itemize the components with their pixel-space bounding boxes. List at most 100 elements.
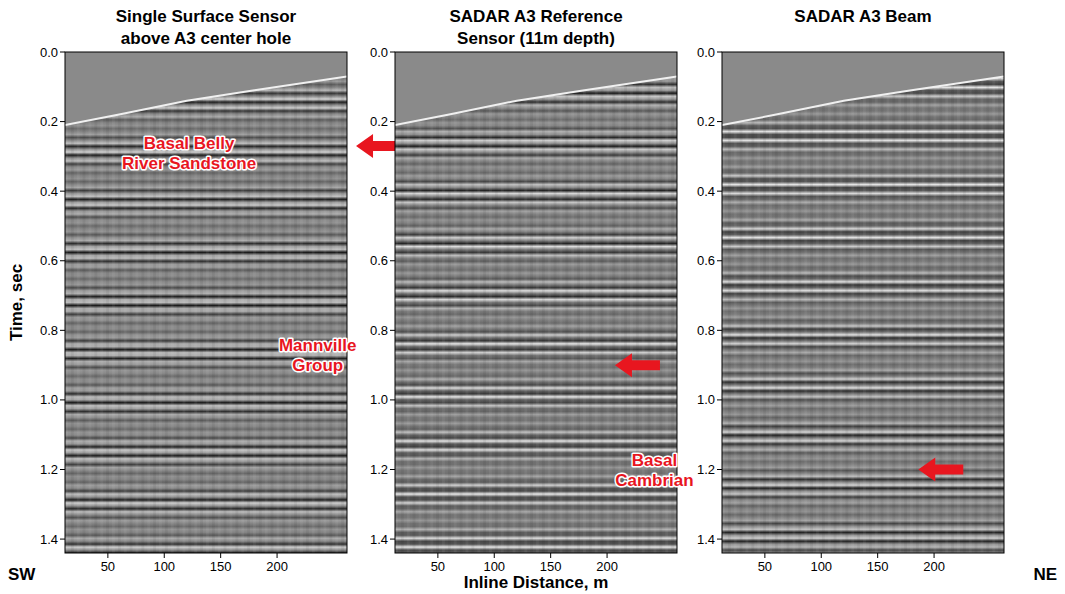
trace-shade	[793, 52, 796, 553]
trace-shade	[887, 52, 890, 553]
y-tick	[60, 469, 65, 470]
x-tick	[164, 553, 165, 558]
y-tick-label: 0.2	[40, 114, 58, 129]
arrow	[615, 353, 660, 377]
annotation-line: Cambrian	[615, 471, 693, 490]
trace-shade	[589, 52, 592, 553]
trace-shade	[94, 52, 97, 553]
trace-shade	[904, 52, 907, 553]
arrow	[918, 458, 963, 482]
annotation-line: Basal	[632, 451, 677, 470]
arrow	[356, 134, 401, 158]
trace-shade	[548, 52, 551, 553]
trace-shade	[483, 52, 486, 553]
trace-shade	[595, 52, 598, 553]
y-tick	[717, 399, 722, 400]
trace-shade	[277, 52, 280, 553]
trace-shade	[235, 52, 238, 553]
x-tick-label: 50	[101, 559, 115, 574]
trace-shade	[124, 52, 127, 553]
y-tick	[60, 191, 65, 192]
trace-shade	[951, 52, 954, 553]
y-tick	[717, 121, 722, 122]
y-tick	[60, 121, 65, 122]
trace-shade	[159, 52, 162, 553]
y-tick	[60, 539, 65, 540]
trace-shade	[875, 52, 878, 553]
y-tick	[60, 330, 65, 331]
trace-shade	[442, 52, 445, 553]
trace-shade	[775, 52, 778, 553]
trace-shade	[495, 52, 498, 553]
frame	[65, 52, 347, 553]
trace-shade	[100, 52, 103, 553]
trace-shade	[969, 52, 972, 553]
trace-shade	[200, 52, 203, 553]
figure: 0.00.20.40.60.81.01.21.450100150200Singl…	[0, 0, 1065, 594]
trace-shade	[271, 52, 274, 553]
x-tick-label: 100	[810, 559, 832, 574]
trace-shade	[259, 52, 262, 553]
panel-title: Single Surface Sensorabove A3 center hol…	[116, 7, 297, 48]
annotation-line: River Sandstone	[122, 154, 256, 173]
trace-shade	[335, 52, 338, 553]
trace-shade	[963, 52, 966, 553]
annotation: Basal BellyRiver Sandstone	[122, 134, 256, 173]
trace-shade	[957, 52, 960, 553]
y-tick-label: 0.0	[697, 45, 715, 60]
trace-shade	[851, 52, 854, 553]
trace-shade	[253, 52, 256, 553]
trace-shade	[112, 52, 115, 553]
x-tick-label: 100	[483, 559, 505, 574]
y-tick-label: 1.0	[697, 392, 715, 407]
trace-shade	[324, 52, 327, 553]
x-tick	[764, 553, 765, 558]
y-tick	[390, 191, 395, 192]
y-tick	[390, 260, 395, 261]
y-tick	[717, 260, 722, 261]
x-axis-title: Inline Distance, m	[464, 573, 609, 592]
trace-shade	[763, 52, 766, 553]
trace-shade	[892, 52, 895, 553]
trace-shade	[787, 52, 790, 553]
trace-shade	[804, 52, 807, 553]
trace-shade	[247, 52, 250, 553]
y-tick-label: 0.6	[697, 253, 715, 268]
y-tick	[60, 399, 65, 400]
trace-shade	[130, 52, 133, 553]
trace-shade	[401, 52, 404, 553]
trace-shade	[194, 52, 197, 553]
trace-shade	[183, 52, 186, 553]
trace-shade	[460, 52, 463, 553]
x-tick-label: 200	[596, 559, 618, 574]
trace-shade	[294, 52, 297, 553]
plot-area	[65, 52, 347, 553]
frame	[722, 52, 1004, 553]
y-tick-label: 0.8	[40, 323, 58, 338]
trace-shade	[413, 52, 416, 553]
direction-label: NE	[1033, 565, 1057, 584]
first-arrival	[65, 76, 347, 125]
trace-shade	[607, 52, 610, 553]
y-axis-title: Time, sec	[7, 264, 26, 341]
trace-shade	[869, 52, 872, 553]
trace-shade	[147, 52, 150, 553]
y-tick-label: 0.8	[697, 323, 715, 338]
y-tick	[717, 539, 722, 540]
annotation: MannvilleGroup	[279, 336, 356, 375]
y-tick	[717, 52, 722, 53]
x-tick	[550, 553, 551, 558]
first-arrival-mute	[65, 52, 347, 125]
y-tick-label: 0.0	[40, 45, 58, 60]
trace-shade	[329, 52, 332, 553]
trace-shade	[769, 52, 772, 553]
trace-shade	[454, 52, 457, 553]
trace-shade	[728, 52, 731, 553]
y-tick	[390, 469, 395, 470]
x-tick	[107, 553, 108, 558]
trace-shade	[448, 52, 451, 553]
x-tick-label: 200	[923, 559, 945, 574]
first-arrival	[395, 76, 677, 125]
trace-shade	[840, 52, 843, 553]
trace-shade	[810, 52, 813, 553]
